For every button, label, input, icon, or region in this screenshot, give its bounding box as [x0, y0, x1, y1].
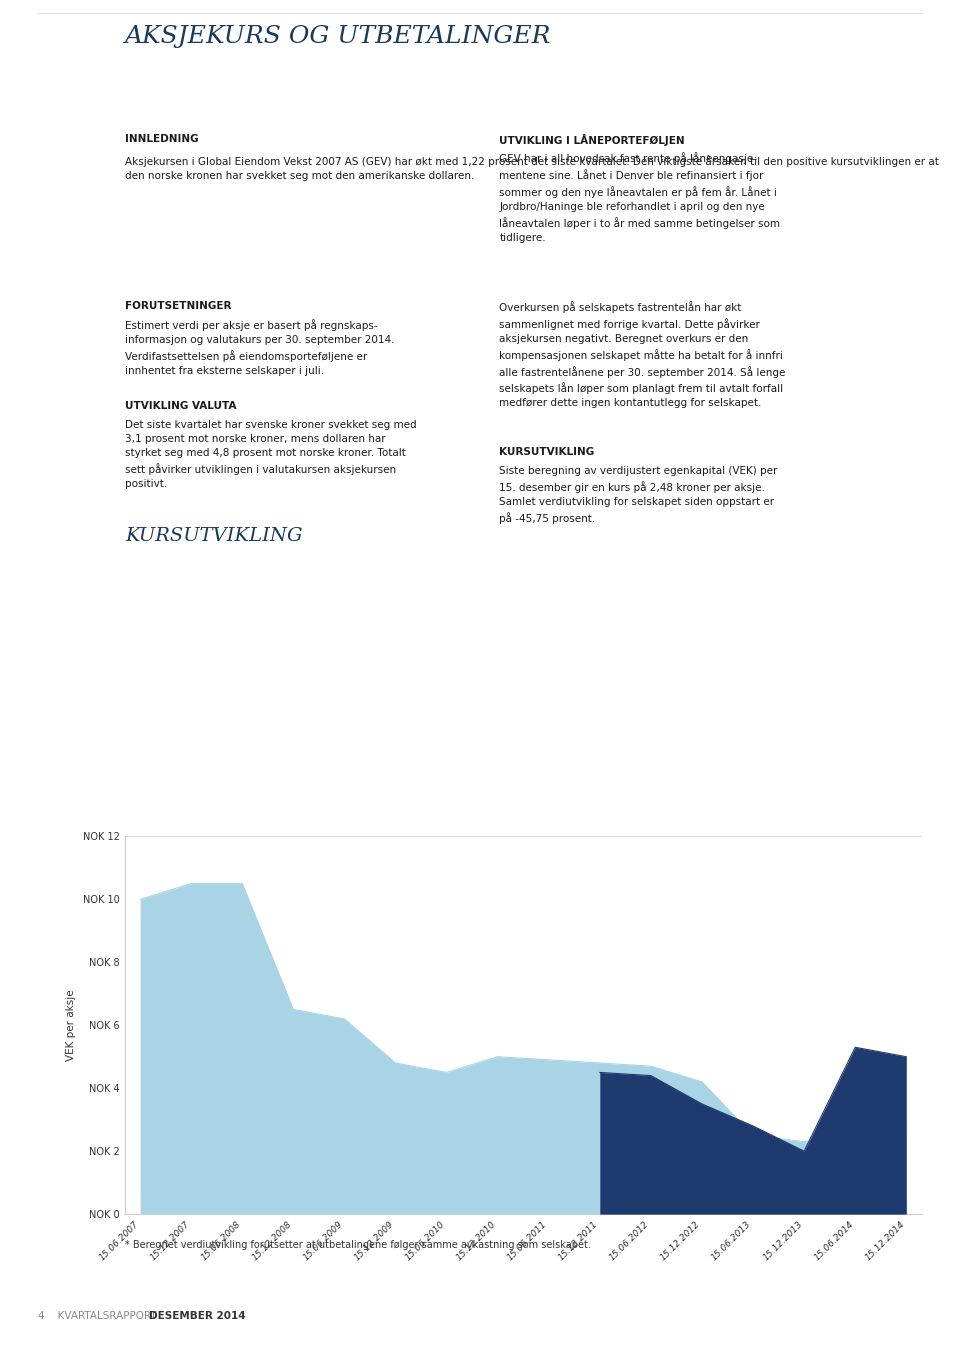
Text: Siste beregning av verdijustert egenkapital (VEK) per
15. desember gir en kurs p: Siste beregning av verdijustert egenkapi…: [499, 465, 778, 523]
Text: * Beregnet verdiutvikling forutsetter at utbetalingene følger samme avkastning s: * Beregnet verdiutvikling forutsetter at…: [125, 1240, 590, 1249]
Text: KURSUTVIKLING: KURSUTVIKLING: [499, 448, 594, 457]
Text: Aksjekursen i Global Eiendom Vekst 2007 AS (GEV) har økt med 1,22 prosent det si: Aksjekursen i Global Eiendom Vekst 2007 …: [125, 155, 939, 181]
Text: AKSJEKURS OG UTBETALINGER: AKSJEKURS OG UTBETALINGER: [125, 26, 551, 49]
Text: 4    KVARTALSRAPPORT: 4 KVARTALSRAPPORT: [38, 1311, 163, 1321]
Text: GEV har i all hovedsak fast rente på låneengasje-
mentene sine. Lånet i Denver b: GEV har i all hovedsak fast rente på lån…: [499, 152, 780, 243]
Y-axis label: VEK per aksje: VEK per aksje: [66, 989, 76, 1062]
Text: INNLEDNING: INNLEDNING: [125, 134, 199, 144]
Text: Det siste kvartalet har svenske kroner svekket seg med
3,1 prosent mot norske kr: Det siste kvartalet har svenske kroner s…: [125, 420, 417, 488]
Text: KURSUTVIKLING: KURSUTVIKLING: [125, 527, 302, 545]
Text: UTVIKLING I LÅNEPORTEFØLJEN: UTVIKLING I LÅNEPORTEFØLJEN: [499, 134, 684, 146]
Text: UTVIKLING VALUTA: UTVIKLING VALUTA: [125, 402, 236, 411]
Text: Estimert verdi per aksje er basert på regnskaps-
informasjon og valutakurs per 3: Estimert verdi per aksje er basert på re…: [125, 320, 395, 376]
Text: FORUTSETNINGER: FORUTSETNINGER: [125, 301, 231, 312]
Text: DESEMBER 2014: DESEMBER 2014: [149, 1311, 246, 1321]
Text: Overkursen på selskapets fastrentelån har økt
sammenlignet med forrige kvartal. : Overkursen på selskapets fastrentelån ha…: [499, 301, 785, 409]
